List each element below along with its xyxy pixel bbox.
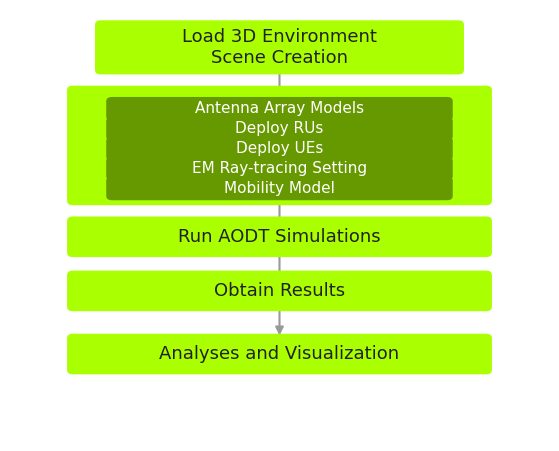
Text: Analyses and Visualization: Analyses and Visualization <box>159 345 400 363</box>
Text: Mobility Model: Mobility Model <box>224 181 335 196</box>
FancyBboxPatch shape <box>106 156 453 180</box>
Text: Obtain Results: Obtain Results <box>214 282 345 300</box>
FancyBboxPatch shape <box>106 176 453 200</box>
FancyBboxPatch shape <box>106 137 453 161</box>
Text: Define Specific Configurations: Define Specific Configurations <box>144 137 415 154</box>
FancyBboxPatch shape <box>67 271 492 311</box>
Text: Deploy RUs: Deploy RUs <box>235 121 324 136</box>
Text: Antenna Array Models: Antenna Array Models <box>195 101 364 116</box>
FancyBboxPatch shape <box>67 216 492 257</box>
FancyBboxPatch shape <box>106 97 453 121</box>
Text: EM Ray-tracing Setting: EM Ray-tracing Setting <box>192 161 367 176</box>
FancyBboxPatch shape <box>67 86 492 205</box>
FancyBboxPatch shape <box>106 117 453 141</box>
Text: Load 3D Environment
Scene Creation: Load 3D Environment Scene Creation <box>182 28 377 67</box>
Text: Deploy UEs: Deploy UEs <box>236 141 323 156</box>
FancyBboxPatch shape <box>67 334 492 374</box>
FancyBboxPatch shape <box>95 20 464 74</box>
Text: Run AODT Simulations: Run AODT Simulations <box>178 228 381 246</box>
